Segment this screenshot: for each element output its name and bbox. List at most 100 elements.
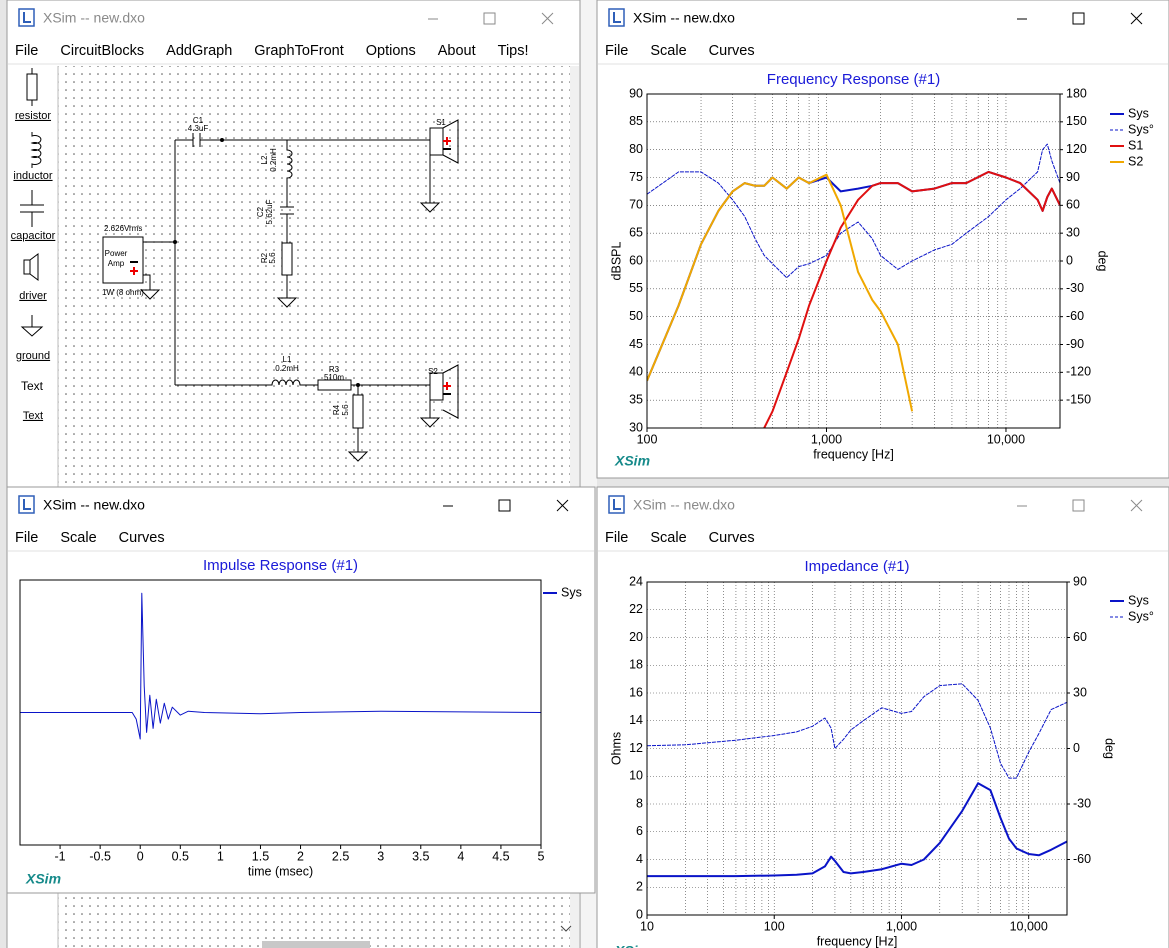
- palette-icon[interactable]: [26, 68, 38, 106]
- resistor-body[interactable]: [317, 379, 352, 391]
- y2-tick-label: 60: [1066, 198, 1080, 212]
- menu-item[interactable]: Scale: [650, 43, 686, 59]
- component-label: L1: [283, 355, 292, 364]
- x-tick-label: 10: [640, 919, 654, 933]
- menu-item[interactable]: About: [438, 43, 476, 59]
- menu-item[interactable]: Curves: [119, 530, 165, 546]
- chart-title: Impulse Response (#1): [203, 557, 358, 574]
- x-tick-label: 3.5: [412, 849, 429, 863]
- palette-icon[interactable]: [20, 190, 44, 227]
- x-tick-label: 100: [637, 432, 658, 446]
- palette-icon[interactable]: [20, 315, 44, 337]
- close-button[interactable]: [1130, 12, 1143, 25]
- palette-icon[interactable]: [23, 253, 39, 281]
- menu-item[interactable]: File: [605, 43, 628, 59]
- y-tick-label: 75: [629, 170, 643, 184]
- app-icon-glyph: [613, 499, 621, 510]
- plot-border: [19, 579, 542, 846]
- y-tick-label: 2: [636, 880, 643, 894]
- palette-icon[interactable]: [30, 132, 42, 168]
- wire: [175, 379, 430, 462]
- palette-label[interactable]: inductor: [13, 170, 52, 182]
- y-axis-label: Ohms: [609, 732, 623, 765]
- palette-label[interactable]: ground: [16, 350, 50, 362]
- driver-body[interactable]: [429, 372, 444, 401]
- y2-tick-label: -90: [1066, 337, 1084, 351]
- y-tick-label: 20: [629, 630, 643, 644]
- series-line: [763, 170, 1060, 428]
- brand: XSim: [25, 871, 61, 887]
- y2-tick-label: 0: [1073, 741, 1080, 755]
- resistor-body[interactable]: [281, 242, 293, 276]
- menu-item[interactable]: CircuitBlocks: [60, 43, 144, 59]
- palette-label[interactable]: capacitor: [11, 230, 56, 242]
- x-tick-label: 100: [764, 919, 785, 933]
- series-line: [647, 683, 1067, 779]
- menu-item[interactable]: Tips!: [498, 43, 529, 59]
- window-title: XSim -- new.dxo: [633, 497, 735, 513]
- menu-item[interactable]: File: [15, 530, 38, 546]
- component-label: R3: [329, 365, 340, 374]
- y2-tick-label: 60: [1073, 630, 1087, 644]
- legend-label: S2: [1128, 154, 1143, 168]
- app-icon-glyph: [613, 12, 621, 23]
- y-tick-label: 22: [629, 602, 643, 616]
- menu-item[interactable]: Scale: [650, 530, 686, 546]
- y-tick-label: 4: [636, 852, 643, 866]
- maximize-button[interactable]: [483, 12, 496, 25]
- legend-label: S1: [1128, 138, 1143, 152]
- scroll-arrow[interactable]: [560, 925, 572, 932]
- component-label: S2: [428, 367, 438, 376]
- y2-axis-label: deg: [1096, 251, 1110, 272]
- menu-item[interactable]: File: [605, 530, 628, 546]
- y-axis-label: dBSPL: [609, 241, 623, 280]
- y-tick-label: 0: [636, 907, 643, 921]
- y2-tick-label: -30: [1073, 796, 1091, 810]
- scrollbar-thumb[interactable]: [262, 941, 370, 948]
- component-label: 5.62uF: [265, 199, 274, 224]
- menu-item[interactable]: GraphToFront: [254, 43, 343, 59]
- y-tick-label: 70: [629, 198, 643, 212]
- resistor-body[interactable]: [352, 394, 364, 429]
- menu-item[interactable]: File: [15, 43, 38, 59]
- window-title: XSim -- new.dxo: [43, 497, 145, 513]
- y2-tick-label: 150: [1066, 114, 1087, 128]
- brand: XSim: [614, 943, 650, 948]
- driver-body[interactable]: [429, 127, 444, 156]
- menu-item[interactable]: Scale: [60, 530, 96, 546]
- palette-label[interactable]: driver: [19, 290, 47, 302]
- menu-item[interactable]: Options: [366, 43, 416, 59]
- menu-item[interactable]: AddGraph: [166, 43, 232, 59]
- palette-label[interactable]: Text: [23, 410, 43, 422]
- component-label: 1W (8 ohm): [102, 288, 144, 297]
- text-tool-box[interactable]: [19, 376, 45, 396]
- series-line: [647, 173, 914, 412]
- y-tick-label: 6: [636, 824, 643, 838]
- x-axis-label: time (msec): [248, 864, 313, 878]
- x-tick-label: 1,000: [811, 432, 842, 446]
- source-block[interactable]: [102, 236, 144, 284]
- maximize-button[interactable]: [498, 499, 511, 512]
- y2-tick-label: 30: [1073, 685, 1087, 699]
- junction: [220, 138, 224, 142]
- brand: XSim: [614, 453, 650, 469]
- junction: [356, 383, 360, 387]
- text-tool[interactable]: Text: [21, 379, 44, 393]
- x-tick-label: 4: [457, 849, 464, 863]
- wire: [419, 155, 441, 428]
- y2-tick-label: -30: [1066, 281, 1084, 295]
- palette-label[interactable]: resistor: [15, 110, 51, 122]
- x-tick-label: 1.5: [252, 849, 269, 863]
- close-button[interactable]: [541, 12, 554, 25]
- menu-item[interactable]: Curves: [709, 43, 755, 59]
- maximize-button[interactable]: [1072, 499, 1085, 512]
- component-label: 5.6: [341, 404, 350, 416]
- y-tick-label: 35: [629, 392, 643, 406]
- maximize-button[interactable]: [1072, 12, 1085, 25]
- close-button[interactable]: [556, 499, 569, 512]
- y-tick-label: 65: [629, 225, 643, 239]
- x-tick-label: 4.5: [492, 849, 509, 863]
- close-button[interactable]: [1130, 499, 1143, 512]
- menu-item[interactable]: Curves: [709, 530, 755, 546]
